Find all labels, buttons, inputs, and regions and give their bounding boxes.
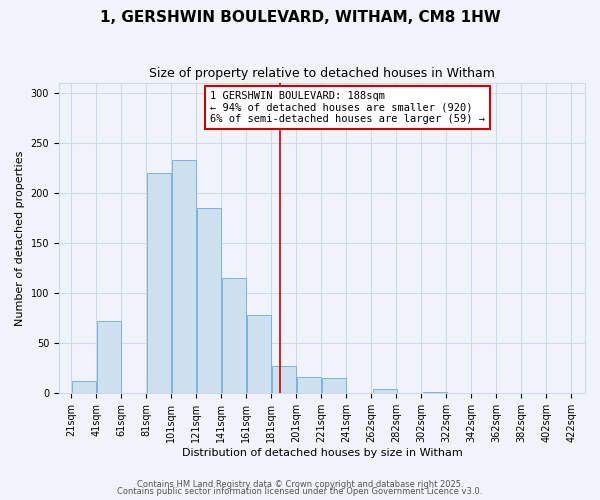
Bar bbox=[222, 278, 246, 393]
Bar bbox=[172, 160, 196, 393]
Text: 1 GERSHWIN BOULEVARD: 188sqm
← 94% of detached houses are smaller (920)
6% of se: 1 GERSHWIN BOULEVARD: 188sqm ← 94% of de… bbox=[210, 91, 485, 124]
Bar bbox=[247, 315, 271, 393]
Text: Contains HM Land Registry data © Crown copyright and database right 2025.: Contains HM Land Registry data © Crown c… bbox=[137, 480, 463, 489]
Bar bbox=[423, 392, 447, 393]
Bar bbox=[272, 366, 296, 393]
Bar bbox=[72, 381, 96, 393]
Bar bbox=[297, 377, 321, 393]
Y-axis label: Number of detached properties: Number of detached properties bbox=[15, 150, 25, 326]
Bar bbox=[322, 378, 346, 393]
Bar bbox=[147, 173, 171, 393]
Bar bbox=[97, 321, 121, 393]
Bar bbox=[373, 389, 397, 393]
Text: Contains public sector information licensed under the Open Government Licence v3: Contains public sector information licen… bbox=[118, 487, 482, 496]
Bar bbox=[197, 208, 221, 393]
X-axis label: Distribution of detached houses by size in Witham: Distribution of detached houses by size … bbox=[182, 448, 463, 458]
Text: 1, GERSHWIN BOULEVARD, WITHAM, CM8 1HW: 1, GERSHWIN BOULEVARD, WITHAM, CM8 1HW bbox=[100, 10, 500, 25]
Title: Size of property relative to detached houses in Witham: Size of property relative to detached ho… bbox=[149, 68, 495, 80]
